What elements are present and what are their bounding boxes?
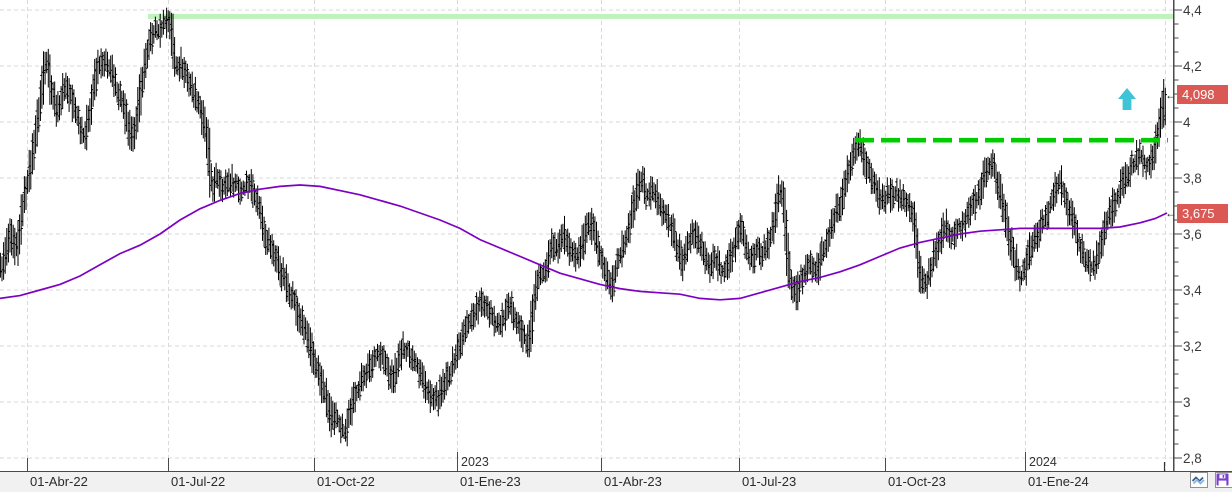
time-axis-tick-label: 01-Ene-24: [1028, 474, 1089, 489]
time-axis-tick-label: 01-Abr-23: [604, 474, 662, 489]
price-axis-tick-label: 4,4: [1183, 2, 1202, 18]
price-axis-tick-label: 4: [1183, 114, 1191, 130]
ma-price-pointer-icon: ←: [1165, 206, 1177, 220]
last-price-badge: 4,098: [1177, 85, 1228, 105]
gridlines: [0, 0, 1173, 471]
floppy-disk-icon: [1216, 473, 1229, 486]
price-axis-tick-label: 3: [1183, 394, 1191, 410]
ohlc-bars: [0, 7, 1167, 447]
time-axis-tick-label: 01-Jul-22: [171, 474, 226, 489]
year-label: 2023: [461, 455, 489, 469]
price-axis-tick-label: 2,8: [1183, 450, 1202, 466]
ma-price-badge: 3,675: [1177, 203, 1228, 223]
time-axis-tick-label: 01-Oct-23: [888, 474, 946, 489]
time-axis-tick-label: 01-Jul-23: [742, 474, 797, 489]
moving-average-line: [0, 184, 1168, 301]
price-axis-tick-label: 3,2: [1183, 338, 1202, 354]
price-axis-tick-label: 3,8: [1183, 170, 1202, 186]
time-axis-bar: [0, 472, 1232, 492]
resistance-band: [148, 13, 1173, 19]
time-axis-tick-label: 01-Abr-22: [30, 474, 88, 489]
time-axis-tick-label: 01-Ene-23: [460, 474, 521, 489]
year-label: 2024: [1029, 455, 1057, 469]
time-axis-tick-label: 01-Oct-22: [317, 474, 375, 489]
price-axis-tick-label: 3,4: [1183, 282, 1202, 298]
price-axis-tick-label: 4,2: [1183, 58, 1202, 74]
price-axis-tick-label: 3,6: [1183, 226, 1202, 242]
compress-chart-button[interactable]: [1190, 471, 1208, 488]
zigzag-wave-icon: [1191, 475, 1205, 485]
up-arrow-marker: [1118, 88, 1136, 110]
save-button[interactable]: [1215, 471, 1232, 488]
price-axis: [1173, 0, 1182, 472]
last-price-pointer-icon: ←: [1165, 87, 1177, 102]
